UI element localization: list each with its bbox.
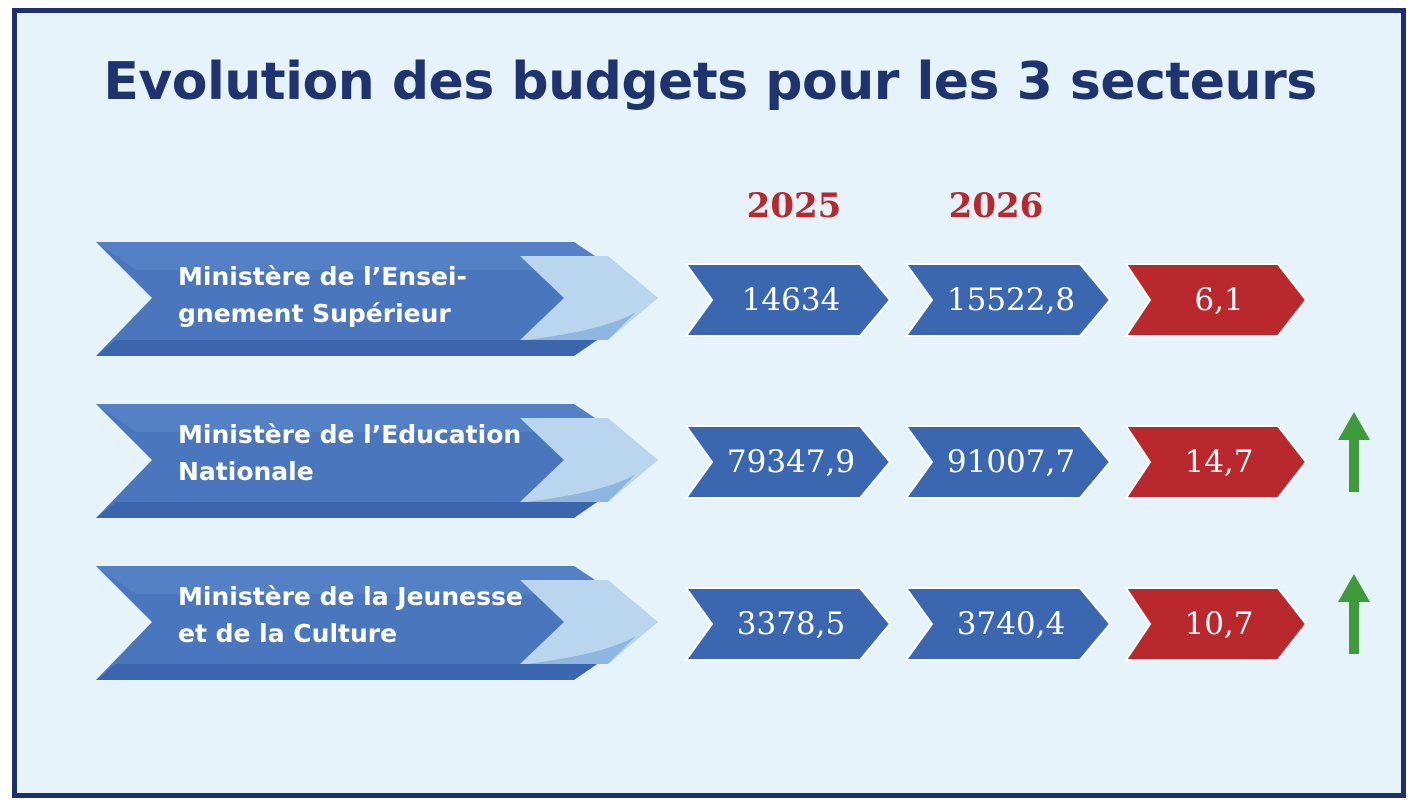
ministry-arrow-banner: [96, 242, 658, 356]
ministry-name-line-1: Ministère de l’Education: [178, 420, 522, 449]
ministry-name: Ministère de la Jeunesse et de la Cultur…: [178, 578, 538, 652]
change-box: 10,7: [1124, 586, 1310, 662]
ministry-name-line-2: et de la Culture: [178, 619, 398, 648]
change-value: 10,7: [1184, 606, 1254, 642]
ministry-arrow-banner: [96, 566, 658, 680]
budget-2025-box: 3378,5: [684, 586, 894, 662]
budget-2025-value: 14634: [741, 282, 841, 318]
ministry-name: Ministère de l’Ensei- gnement Supérieur: [178, 258, 538, 332]
page-title: Evolution des budgets pour les 3 secteur…: [103, 52, 1317, 112]
budget-2025-box: 14634: [684, 262, 894, 338]
year-2026-header: 2026: [948, 186, 1044, 226]
sector-row-enseignement: Ministère de l’Ensei- gnement Supérieur …: [0, 240, 1420, 360]
ministry-name-line-1: Ministère de l’Ensei-: [178, 262, 467, 291]
ministry-name-line-2: gnement Supérieur: [178, 299, 451, 328]
budget-2025-value: 3378,5: [736, 606, 846, 642]
change-box: 14,7: [1124, 424, 1310, 500]
year-2025-header: 2025: [746, 186, 842, 226]
budget-2025-value: 79347,9: [726, 444, 856, 480]
up-arrow-icon: [1338, 574, 1370, 654]
budget-2026-value: 15522,8: [946, 282, 1076, 318]
change-value: 6,1: [1194, 282, 1244, 318]
up-arrow-icon: [1338, 412, 1370, 492]
budget-2026-box: 15522,8: [904, 262, 1114, 338]
budget-2026-value: 91007,7: [946, 444, 1076, 480]
ministry-name-line-2: Nationale: [178, 457, 314, 486]
ministry-arrow-banner: [96, 404, 658, 518]
sector-row-jeunesse-culture: Ministère de la Jeunesse et de la Cultur…: [0, 564, 1420, 684]
budget-2026-box: 3740,4: [904, 586, 1114, 662]
budget-2026-box: 91007,7: [904, 424, 1114, 500]
budget-2026-value: 3740,4: [956, 606, 1066, 642]
change-value: 14,7: [1184, 444, 1254, 480]
ministry-name: Ministère de l’Education Nationale: [178, 416, 538, 490]
change-box: 6,1: [1124, 262, 1310, 338]
budget-2025-box: 79347,9: [684, 424, 894, 500]
sector-row-education: Ministère de l’Education Nationale 79347…: [0, 402, 1420, 522]
ministry-name-line-1: Ministère de la Jeunesse: [178, 582, 523, 611]
